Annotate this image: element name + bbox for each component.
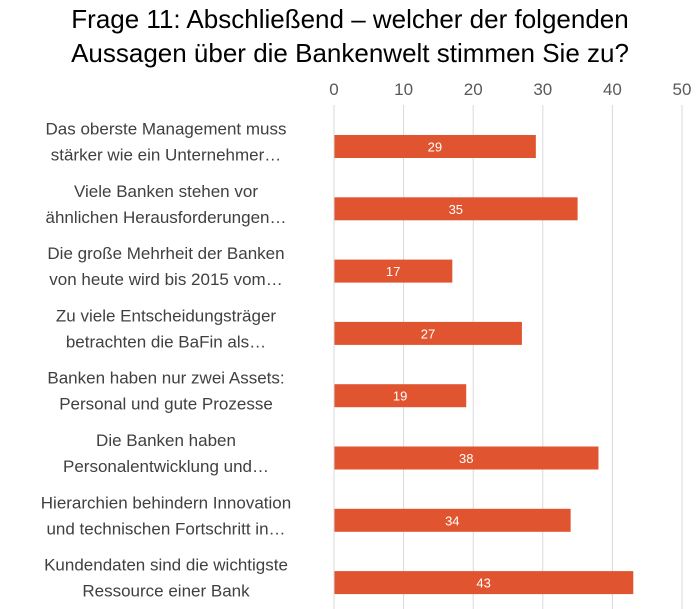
- bar-1: [334, 135, 536, 158]
- category-label-1-line-1: Das oberste Management muss: [46, 120, 287, 139]
- category-label-5-line-2: Personal und gute Prozesse: [59, 395, 273, 414]
- category-label-7-line-2: und technischen Fortschritt in…: [46, 519, 285, 538]
- x-tick-label-10: 10: [394, 80, 413, 99]
- data-label-1: 29: [428, 140, 442, 155]
- category-label-5-line-1: Banken haben nur zwei Assets:: [47, 369, 284, 388]
- data-label-8: 43: [476, 576, 490, 591]
- bar-2: [334, 197, 578, 221]
- category-label-1-line-2: stärker wie ein Unternehmer…: [51, 146, 282, 165]
- category-label-4-line-1: Zu viele Entscheidungsträger: [56, 306, 277, 325]
- bar-7: [334, 508, 571, 532]
- x-tick-label-40: 40: [603, 80, 622, 99]
- x-tick-label-20: 20: [464, 80, 483, 99]
- x-tick-label-50: 50: [673, 80, 692, 99]
- data-label-4: 27: [421, 326, 435, 341]
- bar-8: [334, 571, 634, 595]
- x-tick-label-0: 0: [329, 80, 338, 99]
- data-label-7: 34: [445, 513, 459, 528]
- category-label-4-line-2: betrachten die BaFin als…: [66, 332, 266, 351]
- category-label-3-line-1: Die große Mehrheit der Banken: [47, 244, 284, 263]
- bar-3: [334, 259, 453, 283]
- category-label-3-line-2: von heute wird bis 2015 vom…: [49, 270, 282, 289]
- chart-title-line-2: Aussagen über die Bankenwelt stimmen Sie…: [71, 38, 629, 68]
- category-label-8-line-1: Kundendaten sind die wichtigste: [44, 556, 288, 575]
- data-label-2: 35: [449, 202, 463, 217]
- x-tick-label-30: 30: [533, 80, 552, 99]
- category-label-2-line-2: ähnlichen Herausforderungen…: [46, 208, 287, 227]
- data-label-3: 17: [386, 264, 400, 279]
- category-label-6-line-2: Personalentwicklung und…: [63, 457, 269, 476]
- data-label-5: 19: [393, 389, 407, 404]
- bar-4: [334, 321, 522, 345]
- data-label-6: 38: [459, 451, 473, 466]
- bar-5: [334, 384, 467, 408]
- category-label-6-line-1: Die Banken haben: [96, 431, 236, 450]
- chart-title-line-1: Frage 11: Abschließend – welcher der fol…: [71, 4, 629, 34]
- category-label-8-line-2: Ressource einer Bank: [82, 582, 250, 601]
- category-label-2-line-1: Viele Banken stehen vor: [74, 182, 258, 201]
- chart-title: Frage 11: Abschließend – welcher der fol…: [0, 2, 700, 70]
- category-label-7-line-1: Hierarchien behindern Innovation: [41, 493, 291, 512]
- bar-6: [334, 446, 599, 470]
